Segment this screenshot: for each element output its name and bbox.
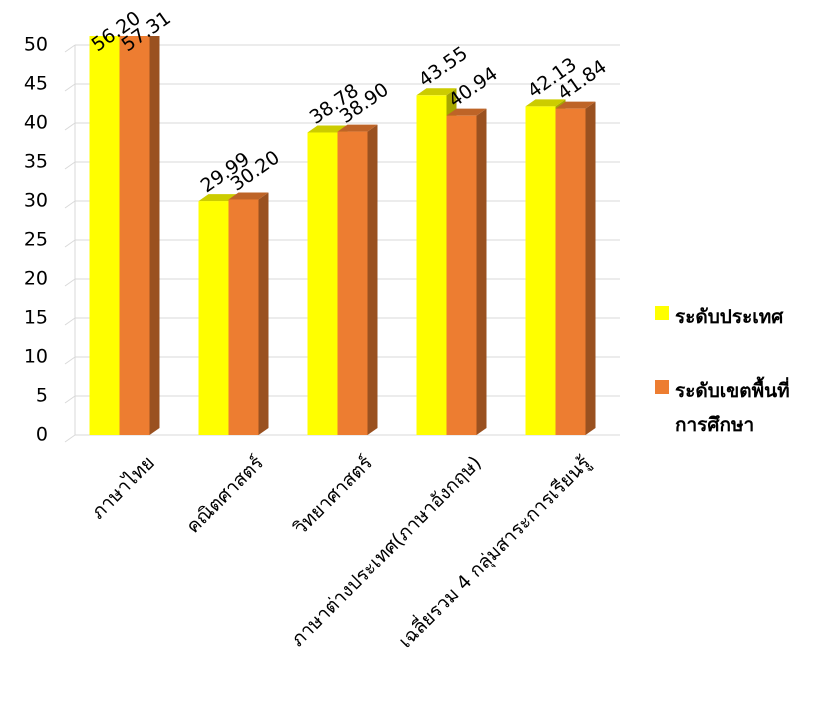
x-tick-label: ภาษาไทย: [87, 452, 159, 524]
bar-top: [416, 88, 457, 96]
bar: [446, 115, 477, 435]
bar: [307, 132, 338, 436]
bar-top: [198, 194, 239, 202]
bar-side: [149, 36, 160, 435]
bar: [89, 36, 120, 435]
y-tick-label: 40: [24, 112, 48, 134]
grid-line-depth: [64, 395, 76, 404]
bar: [119, 36, 150, 436]
bar: [555, 108, 586, 435]
bar-side: [258, 192, 269, 435]
grid-line-depth: [64, 122, 76, 131]
grid-line-depth: [64, 356, 76, 365]
y-tick-label: 0: [36, 424, 48, 446]
legend-label: ระดับเขตพื้นที่การศึกษา: [675, 380, 790, 436]
bar-side: [367, 124, 378, 435]
y-tick-label: 35: [24, 151, 48, 173]
bar: [337, 131, 368, 435]
grid-line-depth: [64, 44, 76, 53]
bar: [198, 201, 229, 435]
x-tick-label: เฉลี่ยรวม 4 กลุ่มสาระการเรียนรู้: [392, 450, 595, 653]
bar-top: [337, 124, 378, 132]
bar-top: [446, 108, 487, 116]
y-tick-label: 10: [24, 346, 48, 368]
y-tick-label: 15: [24, 307, 48, 329]
legend-item: ระดับเขตพื้นที่การศึกษา: [655, 374, 815, 442]
bar-top: [525, 99, 566, 107]
y-tick-label: 50: [24, 34, 48, 56]
grid-line-depth: [64, 83, 76, 92]
grid-line-depth: [64, 278, 76, 287]
bar: [416, 95, 447, 435]
bar: [228, 199, 259, 435]
y-tick-label: 45: [24, 73, 48, 95]
x-tick-label: วิทยาศาสตร์: [289, 452, 377, 540]
legend-swatch: [655, 306, 669, 320]
x-tick-label: ภาษาต่างประเทศ(ภาษาอังกฤษ): [287, 452, 486, 651]
x-tick-label: คณิตศาสตร์: [182, 452, 268, 538]
y-tick-label: 25: [24, 229, 48, 251]
bar-top: [228, 192, 269, 200]
legend-item: ระดับประเทศ: [655, 300, 815, 334]
y-tick-label: 20: [24, 268, 48, 290]
bars: [89, 36, 596, 436]
grid-line-depth: [64, 161, 76, 170]
y-tick-label: 5: [36, 385, 48, 407]
grid-line-depth: [64, 200, 76, 209]
bar: [525, 106, 556, 436]
bar-side: [585, 101, 596, 435]
legend-swatch: [655, 380, 669, 394]
grid-line-depth: [64, 434, 76, 443]
legend-label: ระดับประเทศ: [675, 306, 784, 328]
bar-top: [555, 101, 596, 109]
grid-line-depth: [64, 317, 76, 326]
bar-top: [307, 125, 348, 133]
bar-side: [476, 108, 487, 435]
y-tick-label: 30: [24, 190, 48, 212]
grid-line-depth: [64, 239, 76, 248]
legend: ระดับประเทศระดับเขตพื้นที่การศึกษา: [655, 300, 815, 482]
